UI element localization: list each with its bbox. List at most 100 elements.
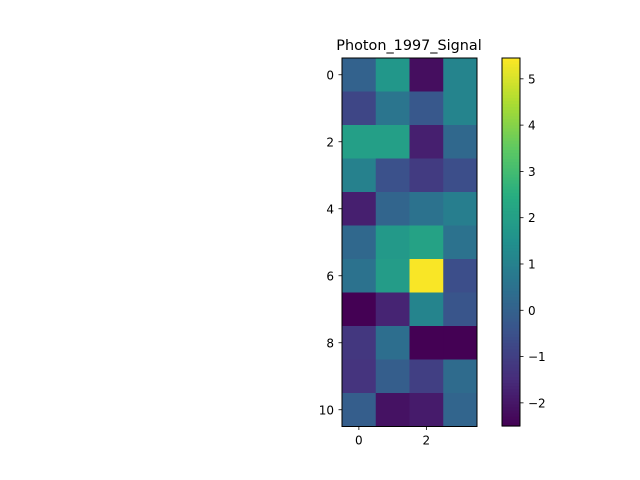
colorbar-segment — [502, 370, 520, 375]
colorbar-segment — [502, 257, 520, 261]
colorbar-segment — [502, 367, 520, 372]
colorbar-segment — [502, 137, 520, 142]
colorbar-segment — [502, 217, 520, 222]
colorbar-segment — [502, 278, 520, 283]
heatmap-cell — [409, 292, 444, 327]
colorbar-segment — [502, 232, 520, 237]
heatmap-cell — [375, 125, 410, 159]
colorbar-segment — [502, 85, 520, 90]
colorbar-segment — [502, 242, 520, 246]
colorbar-segment — [502, 58, 520, 62]
colorbar-segment — [502, 162, 520, 166]
colorbar-segment — [502, 94, 520, 99]
heatmap-cell — [409, 393, 444, 427]
colorbar-segment — [502, 64, 520, 68]
colorbar-segment — [502, 159, 520, 163]
colorbar-segment — [502, 110, 520, 114]
colorbar-segment — [502, 100, 520, 105]
colorbar-segment — [502, 107, 520, 111]
colorbar-segment — [502, 380, 520, 384]
colorbar-tick-label: −1 — [528, 350, 546, 364]
heatmap-cell — [409, 359, 444, 394]
colorbar-segment — [502, 79, 520, 84]
heatmap-cell — [342, 359, 377, 394]
colorbar-segment — [502, 245, 520, 249]
heatmap-cell — [342, 292, 377, 327]
heatmap-cell — [409, 125, 444, 159]
colorbar-segment — [502, 248, 520, 252]
colorbar-segment — [502, 395, 520, 399]
colorbar-segment — [502, 315, 520, 320]
colorbar-segment — [502, 407, 520, 412]
heatmap-cell — [342, 393, 377, 427]
colorbar-segment — [502, 211, 520, 215]
heatmap-cell — [342, 326, 377, 360]
colorbar-segment — [502, 318, 520, 323]
heatmap-cells — [342, 58, 478, 427]
heatmap-cell — [342, 125, 377, 159]
colorbar-segment — [502, 251, 520, 255]
colorbar-segment — [502, 235, 520, 240]
colorbar-segment — [502, 352, 520, 357]
colorbar-segment — [502, 192, 520, 197]
colorbar-segment — [502, 82, 520, 87]
heatmap-cell — [342, 158, 377, 193]
colorbar-segment — [502, 150, 520, 154]
heatmap-cell — [342, 91, 377, 126]
colorbar-segment — [502, 214, 520, 219]
heatmap-cell — [375, 225, 410, 260]
colorbar-tick-label: 1 — [528, 257, 536, 271]
colorbar-segment — [502, 392, 520, 396]
heatmap-cell — [443, 192, 478, 226]
colorbar-segment — [502, 165, 520, 169]
heatmap-cell — [375, 259, 410, 293]
heatmap-cell — [375, 158, 410, 193]
colorbar-segment — [502, 186, 520, 191]
colorbar-segment — [502, 113, 520, 117]
heatmap-cell — [443, 225, 478, 260]
heatmap-cell — [443, 393, 478, 427]
heatmap-cell — [375, 393, 410, 427]
heatmap-cell — [409, 225, 444, 260]
colorbar-segment — [502, 309, 520, 314]
colorbar-segment — [502, 208, 520, 212]
colorbar-segment — [502, 61, 520, 65]
colorbar-segment — [502, 288, 520, 292]
colorbar-segment — [502, 70, 520, 74]
colorbar-segment — [502, 266, 520, 271]
heatmap-cell — [409, 158, 444, 193]
heatmap-cell — [375, 359, 410, 394]
colorbar-segment — [502, 269, 520, 274]
colorbar-segment — [502, 324, 520, 329]
colorbar-segment — [502, 343, 520, 347]
heatmap-cell — [443, 292, 478, 327]
colorbar-segment — [502, 67, 520, 71]
colorbar-tick-label: 4 — [528, 119, 536, 133]
heatmap-cell — [342, 58, 377, 92]
colorbar-segment — [502, 422, 520, 427]
colorbar-segment — [502, 398, 520, 403]
heatmap-cell — [443, 91, 478, 126]
y-axis: 0 2 4 6 8 10 — [319, 68, 342, 417]
colorbar-segment — [502, 153, 520, 157]
colorbar-segment — [502, 125, 520, 130]
colorbar: −2 −1 0 1 2 3 4 5 — [501, 57, 546, 427]
colorbar-segment — [502, 97, 520, 102]
heatmap-cell — [409, 259, 444, 293]
colorbar-segment — [502, 294, 520, 298]
heatmap-cell — [443, 326, 478, 360]
colorbar-segment — [502, 361, 520, 366]
colorbar-segment — [502, 238, 520, 243]
chart-title: Photon_1997_Signal — [336, 38, 481, 54]
heatmap-cell — [375, 292, 410, 327]
colorbar-segment — [502, 134, 520, 139]
colorbar-segment — [502, 91, 520, 96]
heatmap-cell — [409, 326, 444, 360]
colorbar-segment — [502, 413, 520, 418]
colorbar-segment — [502, 303, 520, 307]
colorbar-tick-label: −2 — [528, 396, 546, 410]
colorbar-segment — [502, 327, 520, 332]
colorbar-segment — [502, 300, 520, 304]
colorbar-segment — [502, 177, 520, 182]
